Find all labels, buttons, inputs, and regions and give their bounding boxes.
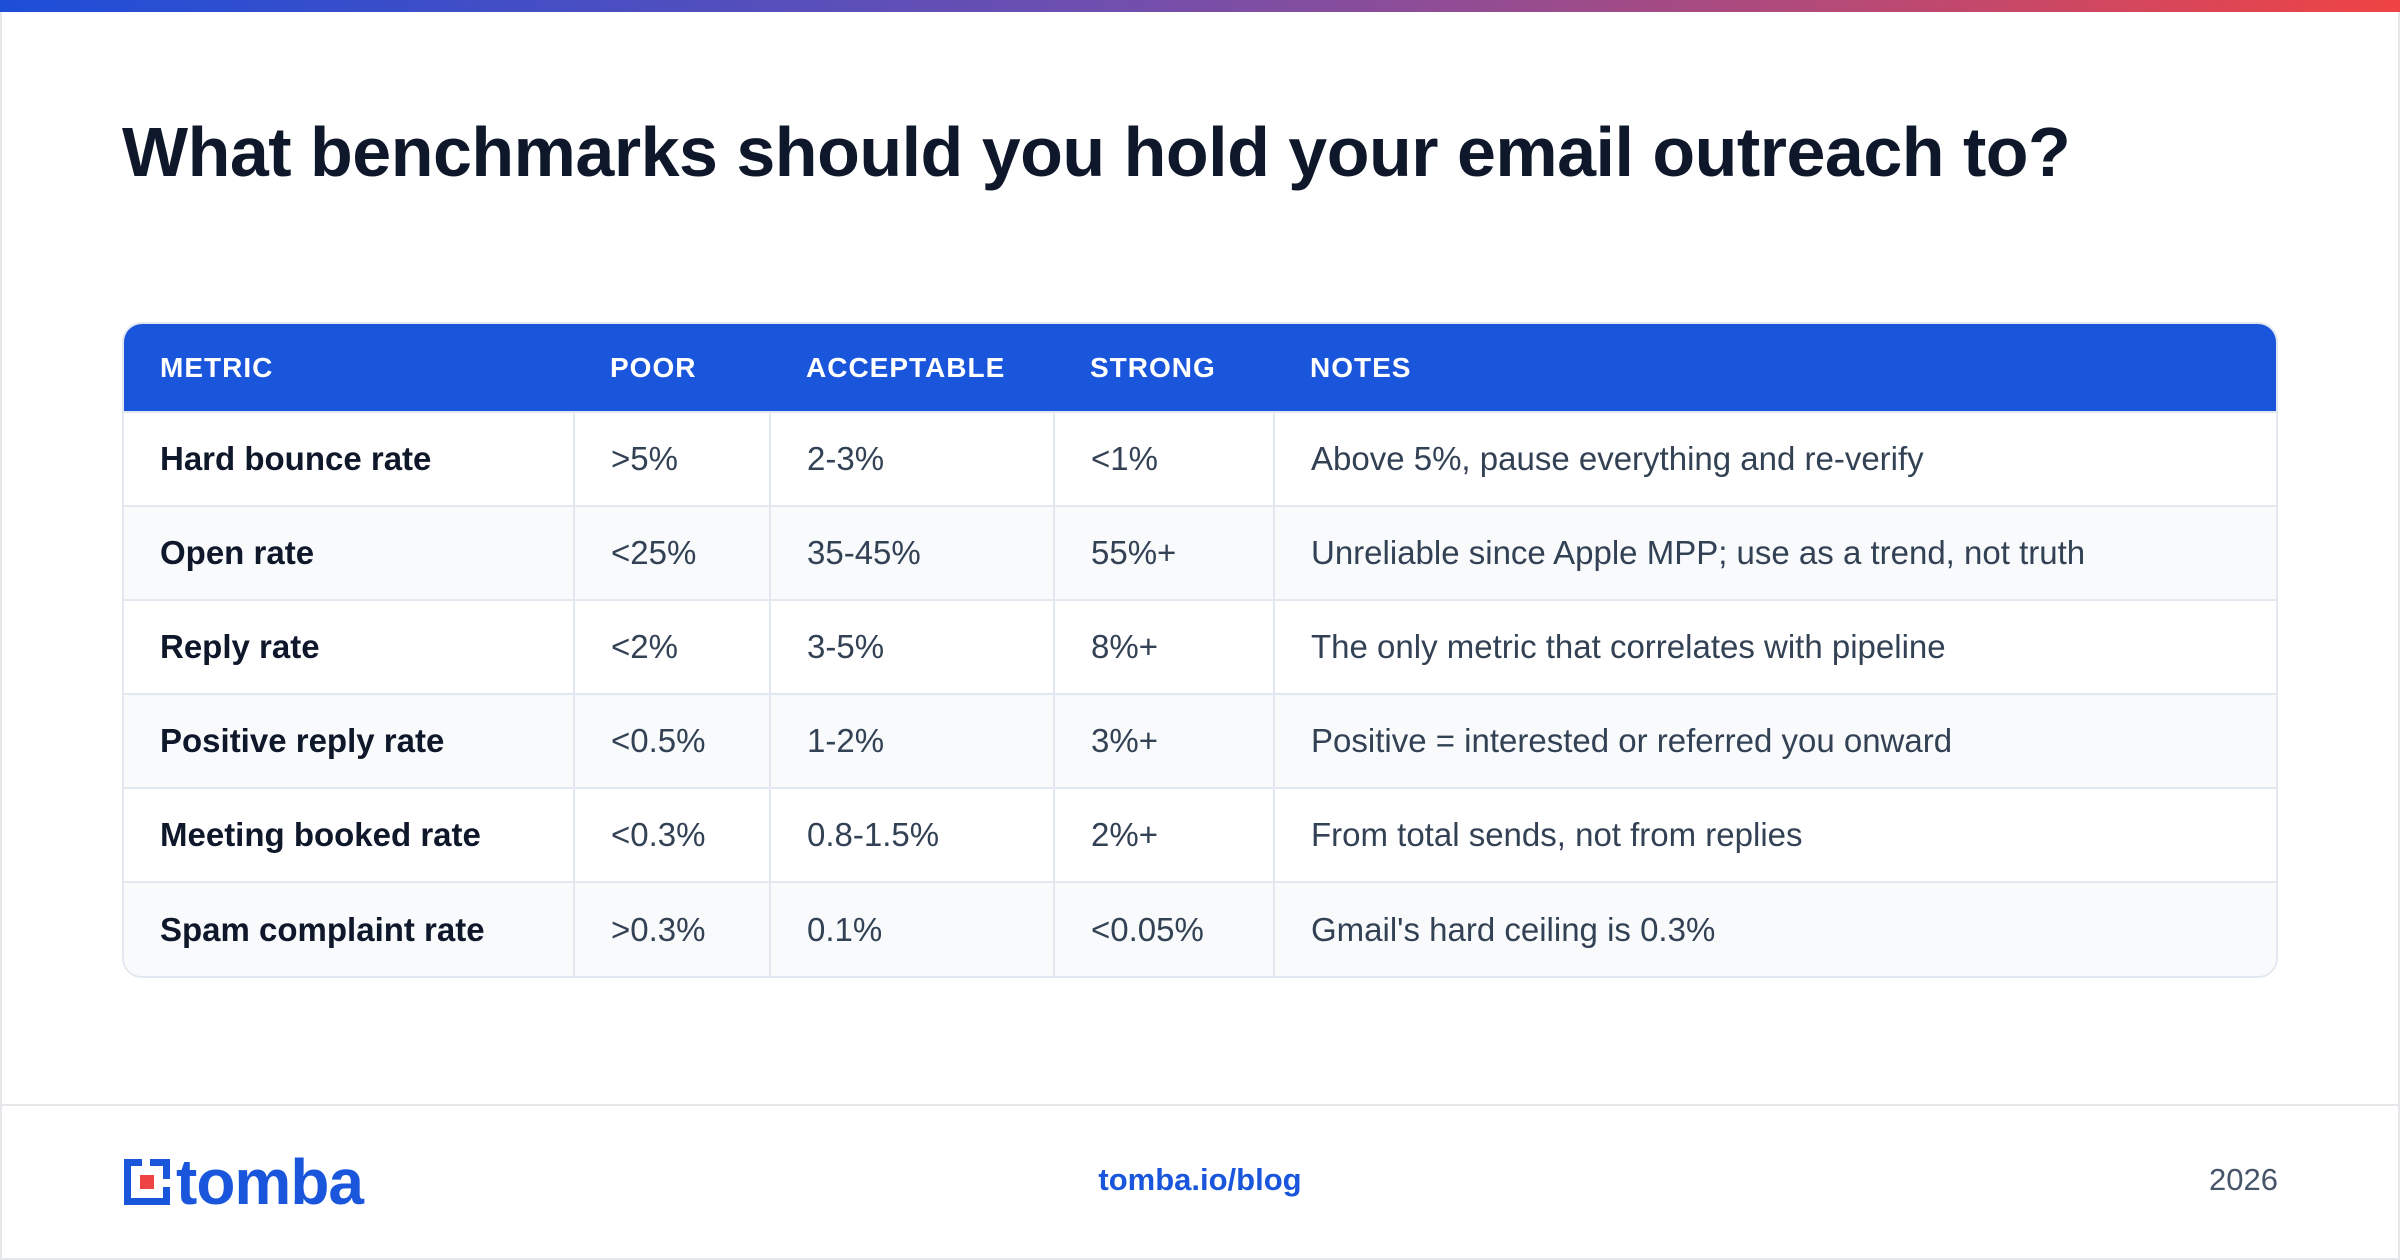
table-row: Reply rate <2% 3-5% 8%+ The only metric … <box>124 600 2276 694</box>
blog-link[interactable]: tomba.io/blog <box>1098 1162 1302 1197</box>
metric-cell: Hard bounce rate <box>160 440 432 477</box>
notes-cell: Above 5%, pause everything and re-verify <box>1273 412 2276 506</box>
table-row: Meeting booked rate <0.3% 0.8-1.5% 2%+ F… <box>124 788 2276 882</box>
metric-cell: Positive reply rate <box>160 722 445 759</box>
strong-cell: <0.05% <box>1053 882 1274 976</box>
benchmarks-table-container: METRIC POOR ACCEPTABLE STRONG NOTES Hard… <box>122 322 2278 978</box>
table-header-row: METRIC POOR ACCEPTABLE STRONG NOTES <box>124 324 2276 412</box>
table-row: Spam complaint rate >0.3% 0.1% <0.05% Gm… <box>124 882 2276 976</box>
metric-cell: Open rate <box>160 534 315 571</box>
header-acceptable: ACCEPTABLE <box>806 351 1006 383</box>
header-strong: STRONG <box>1090 351 1216 383</box>
strong-cell: 8%+ <box>1053 600 1274 694</box>
metric-cell: Reply rate <box>160 628 320 665</box>
metric-cell: Meeting booked rate <box>160 816 481 853</box>
notes-cell: The only metric that correlates with pip… <box>1273 600 2276 694</box>
page-title: What benchmarks should you hold your ema… <box>122 113 2071 191</box>
header-notes: NOTES <box>1310 351 1412 383</box>
footer-year: 2026 <box>2209 1162 2278 1197</box>
gradient-top-bar <box>0 0 2400 12</box>
footer-divider <box>0 1104 2400 1106</box>
table-row: Hard bounce rate >5% 2-3% <1% Above 5%, … <box>124 412 2276 506</box>
poor-cell: >5% <box>573 412 770 506</box>
notes-cell: From total sends, not from replies <box>1273 788 2276 882</box>
notes-cell: Unreliable since Apple MPP; use as a tre… <box>1273 506 2276 600</box>
strong-cell: 55%+ <box>1053 506 1274 600</box>
poor-cell: >0.3% <box>573 882 770 976</box>
tomba-logo-icon <box>122 1157 172 1207</box>
poor-cell: <0.3% <box>573 788 770 882</box>
poor-cell: <0.5% <box>573 694 770 788</box>
strong-cell: 2%+ <box>1053 788 1274 882</box>
acceptable-cell: 3-5% <box>769 600 1054 694</box>
table-row: Open rate <25% 35-45% 55%+ Unreliable si… <box>124 506 2276 600</box>
header-metric: METRIC <box>160 351 274 383</box>
tomba-logo-text: tomba <box>176 1146 364 1218</box>
acceptable-cell: 35-45% <box>769 506 1054 600</box>
acceptable-cell: 2-3% <box>769 412 1054 506</box>
notes-cell: Gmail's hard ceiling is 0.3% <box>1273 882 2276 976</box>
poor-cell: <2% <box>573 600 770 694</box>
metric-cell: Spam complaint rate <box>160 910 485 948</box>
acceptable-cell: 0.1% <box>769 882 1054 976</box>
poor-cell: <25% <box>573 506 770 600</box>
strong-cell: <1% <box>1053 412 1274 506</box>
acceptable-cell: 0.8-1.5% <box>769 788 1054 882</box>
acceptable-cell: 1-2% <box>769 694 1054 788</box>
header-poor: POOR <box>610 351 697 383</box>
strong-cell: 3%+ <box>1053 694 1274 788</box>
table-row: Positive reply rate <0.5% 1-2% 3%+ Posit… <box>124 694 2276 788</box>
notes-cell: Positive = interested or referred you on… <box>1273 694 2276 788</box>
benchmarks-table: METRIC POOR ACCEPTABLE STRONG NOTES Hard… <box>124 324 2276 976</box>
tomba-logo[interactable]: tomba <box>122 1146 364 1218</box>
